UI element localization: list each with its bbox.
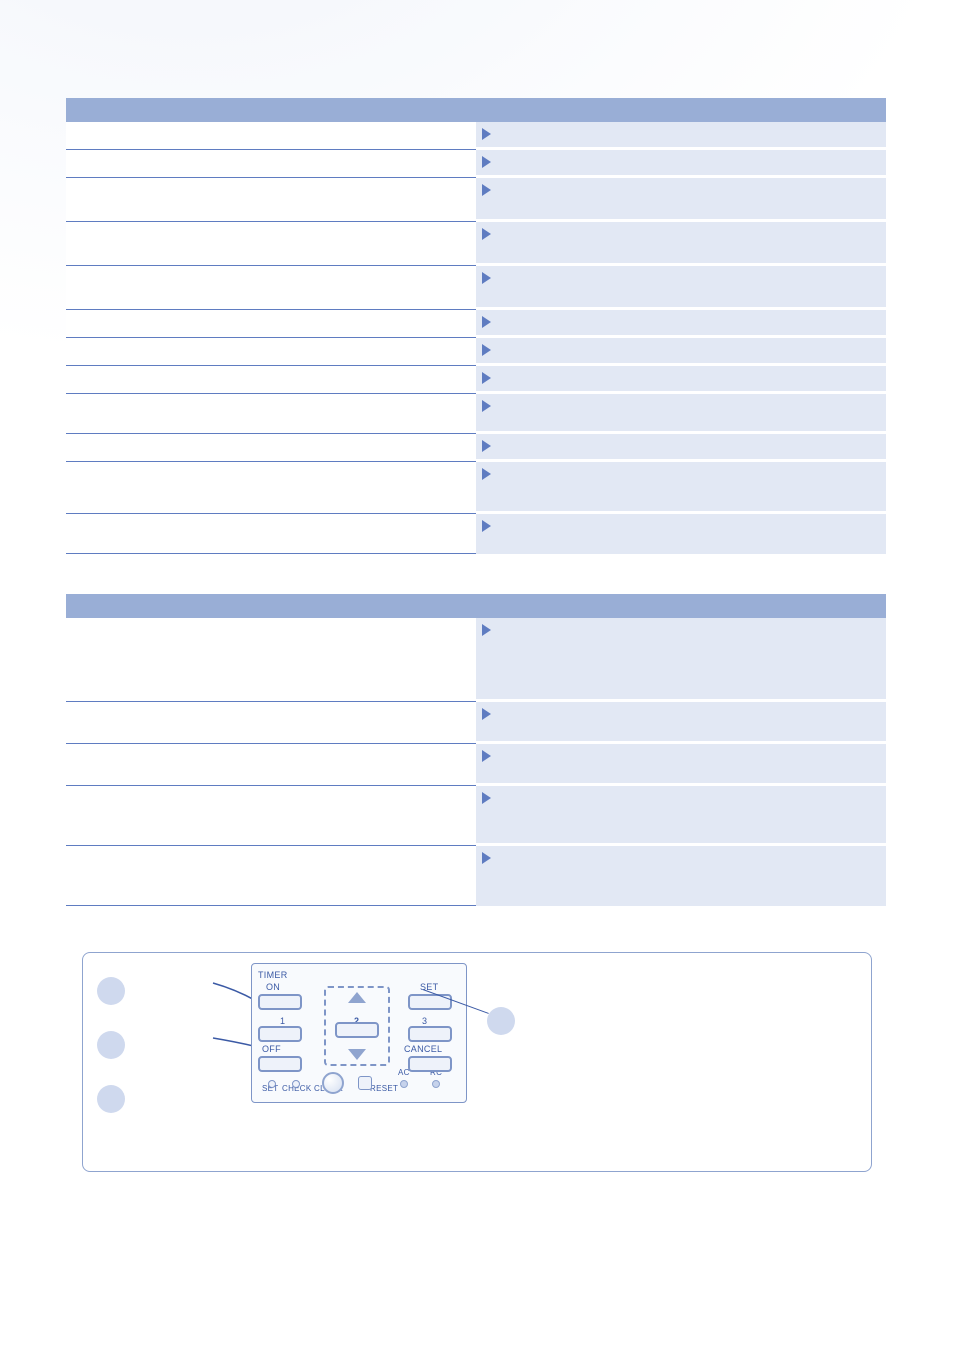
troubleshoot-table-2	[66, 594, 886, 906]
label-reset: RESET	[370, 1084, 398, 1093]
play-arrow-icon	[482, 520, 491, 532]
table-row-left	[66, 178, 476, 222]
table-row-left	[66, 514, 476, 554]
table-row-right	[476, 338, 886, 366]
up-down-group	[324, 986, 390, 1066]
table-row-right	[476, 366, 886, 394]
table-row-left	[66, 266, 476, 310]
play-arrow-icon	[482, 750, 491, 762]
play-arrow-icon	[482, 624, 491, 636]
table-row-right	[476, 178, 886, 222]
table-row-right	[476, 122, 886, 150]
clock-button-icon	[322, 1072, 344, 1094]
table2-right-col	[476, 594, 886, 906]
table-row-left	[66, 338, 476, 366]
play-arrow-icon	[482, 344, 491, 356]
play-arrow-icon	[482, 468, 491, 480]
table-row-right	[476, 222, 886, 266]
label-1: 1	[280, 1016, 285, 1026]
remote-illustration: TIMER ON SET OFF CANCEL 1 2 3 SET CHECK …	[251, 963, 467, 1103]
table-row-right	[476, 618, 886, 702]
table-row-right	[476, 310, 886, 338]
play-arrow-icon	[482, 400, 491, 412]
pinhole-check-icon	[292, 1080, 300, 1088]
table-row-left	[66, 122, 476, 150]
arrow-up-icon	[348, 992, 366, 1003]
step-dot-1	[97, 977, 125, 1005]
table-row-left	[66, 222, 476, 266]
table1-right-col	[476, 98, 886, 554]
play-arrow-icon	[482, 184, 491, 196]
table2-right-header	[476, 594, 886, 618]
table-row-right	[476, 514, 886, 554]
label-on: ON	[266, 982, 280, 992]
step-dot-3	[97, 1085, 125, 1113]
btn-off-icon	[258, 1056, 302, 1072]
table-row-left	[66, 434, 476, 462]
play-arrow-icon	[482, 316, 491, 328]
table2-left-header	[66, 594, 476, 618]
pinhole-set-icon	[268, 1080, 276, 1088]
table-row-left	[66, 462, 476, 514]
label-off: OFF	[262, 1044, 281, 1054]
play-arrow-icon	[482, 852, 491, 864]
table-row-left	[66, 394, 476, 434]
table-row-left	[66, 702, 476, 744]
label-3: 3	[422, 1016, 427, 1026]
table-row-left	[66, 846, 476, 906]
label-cancel: CANCEL	[404, 1044, 442, 1054]
play-arrow-icon	[482, 372, 491, 384]
table-row-right	[476, 150, 886, 178]
table-row-left	[66, 310, 476, 338]
play-arrow-icon	[482, 272, 491, 284]
table-row-right	[476, 462, 886, 514]
remote-setup-panel: TIMER ON SET OFF CANCEL 1 2 3 SET CHECK …	[82, 952, 872, 1172]
play-arrow-icon	[482, 156, 491, 168]
table-row-right	[476, 394, 886, 434]
btn-2-icon	[335, 1022, 379, 1038]
callout-dot	[487, 1007, 515, 1035]
table-row-right	[476, 702, 886, 744]
btn-3-icon	[408, 1026, 452, 1042]
table-row-left	[66, 150, 476, 178]
table-row-left	[66, 618, 476, 702]
play-arrow-icon	[482, 708, 491, 720]
table-row-left	[66, 786, 476, 846]
table-row-right	[476, 846, 886, 906]
table1-right-header	[476, 98, 886, 122]
led-ac-icon	[400, 1080, 408, 1088]
table-row-left	[66, 366, 476, 394]
play-arrow-icon	[482, 228, 491, 240]
table1-left-col	[66, 98, 476, 554]
table1-left-header	[66, 98, 476, 122]
table-row-right	[476, 786, 886, 846]
page-content	[66, 98, 886, 946]
table-row-left	[66, 744, 476, 786]
play-arrow-icon	[482, 128, 491, 140]
play-arrow-icon	[482, 792, 491, 804]
led-rc-icon	[432, 1080, 440, 1088]
btn-1-icon	[258, 1026, 302, 1042]
table2-left-col	[66, 594, 476, 906]
table-row-right	[476, 266, 886, 310]
label-timer: TIMER	[258, 970, 288, 980]
step-column	[97, 977, 125, 1113]
table-row-right	[476, 434, 886, 462]
play-arrow-icon	[482, 440, 491, 452]
reset-button-icon	[358, 1076, 372, 1090]
table-row-right	[476, 744, 886, 786]
arrow-down-icon	[348, 1049, 366, 1060]
troubleshoot-table-1	[66, 98, 886, 554]
step-dot-2	[97, 1031, 125, 1059]
btn-on-icon	[258, 994, 302, 1010]
btn-cancel-icon	[408, 1056, 452, 1072]
